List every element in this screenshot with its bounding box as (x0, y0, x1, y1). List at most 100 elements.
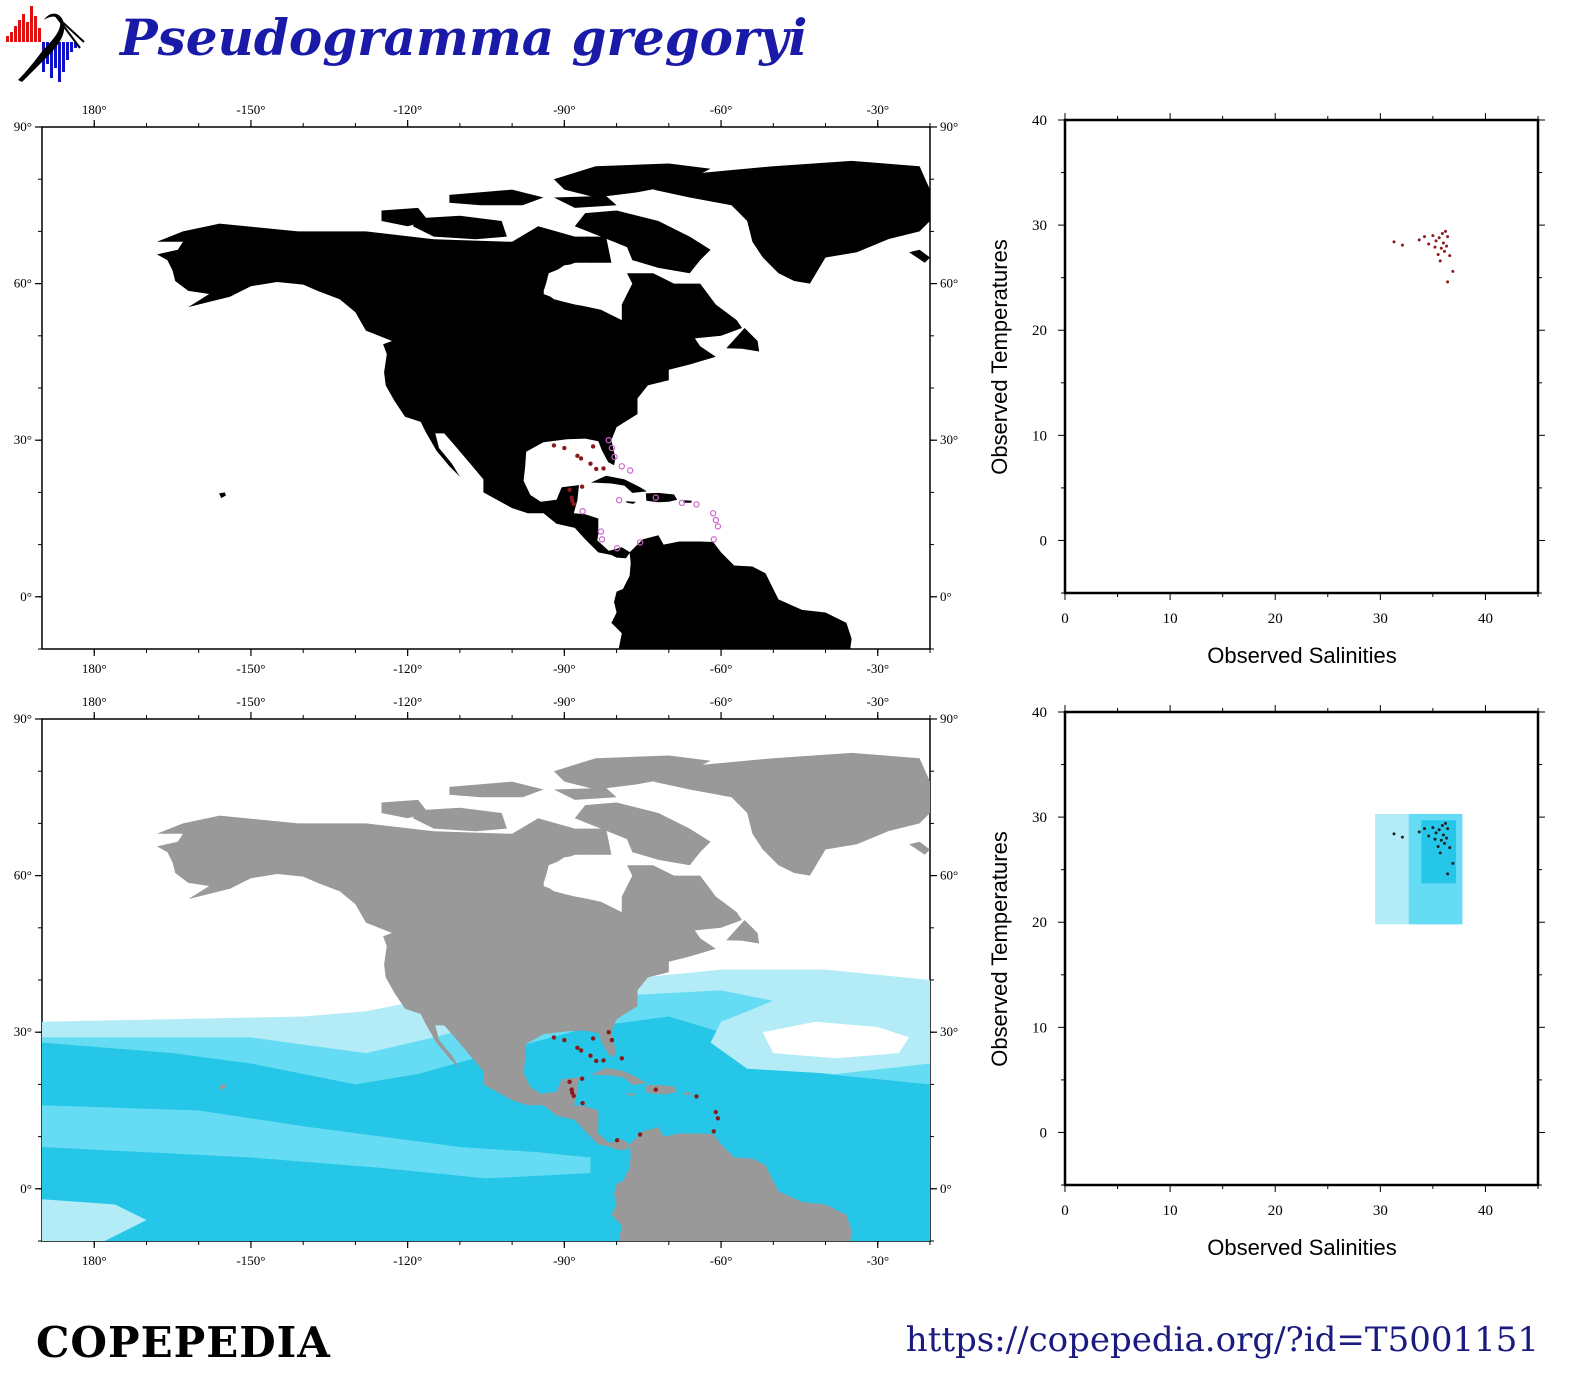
y-tick-label: 10 (1032, 428, 1047, 444)
land-icelandChunk (909, 249, 930, 263)
y-tick-label-left: 30° (14, 432, 32, 447)
ts-point (1392, 240, 1396, 244)
record-point-open (626, 467, 634, 474)
land-hudsonBay (543, 262, 627, 309)
record-point-open (616, 497, 623, 504)
x-tick-label-top: -60° (710, 102, 733, 117)
ts-point (1436, 845, 1440, 849)
land-mass (156, 752, 930, 1241)
ts-point (1441, 241, 1445, 245)
x-tick-label-top: 180° (82, 102, 107, 117)
record-point-open (611, 453, 618, 461)
land-northAmerica (156, 223, 742, 559)
y-tick-label-left: 60° (14, 276, 32, 291)
land-hawaii (219, 492, 226, 499)
ts-point (1433, 245, 1437, 249)
ts-point (1445, 836, 1449, 840)
ts-point (1446, 827, 1450, 831)
land-jamaica (625, 1093, 636, 1096)
y-tick-label-right: 60° (940, 868, 958, 883)
record-point (614, 1138, 620, 1143)
ts-point (1431, 234, 1435, 238)
plot-frame (1063, 710, 1540, 1187)
x-tick-label-top: 180° (82, 694, 107, 709)
ts-point (1431, 826, 1435, 830)
record-point (575, 1045, 580, 1051)
land-southAmerica (611, 535, 852, 649)
x-axis-label: Observed Salinities (1207, 1235, 1397, 1260)
ts-point (1444, 229, 1448, 233)
x-tick-label-bottom: -150° (236, 1253, 265, 1268)
x-tick-label-bottom: -90° (553, 1253, 576, 1268)
ts-point (1442, 841, 1446, 845)
y-tick-label-right: 90° (940, 711, 958, 726)
record-point (579, 1076, 585, 1081)
land-arcticMid (449, 189, 544, 206)
record-point-open (605, 437, 612, 444)
ts-diagram: 0 10 20 30 40 0 10 20 30 40 Observed Salinities O… (987, 113, 1545, 668)
land-puertoRico (683, 500, 692, 503)
habitat-band (42, 1105, 591, 1179)
ts-point (1439, 246, 1443, 250)
record-point (619, 1056, 625, 1061)
page-url-link[interactable]: https://copepedia.org/?id=T5001151 (905, 1320, 1539, 1360)
land-northAmerica (156, 815, 742, 1151)
x-tick-label-bottom: 180° (82, 661, 107, 676)
land-baffin (574, 802, 711, 866)
y-tick-label-left: 30° (14, 1024, 32, 1039)
land-southAmerica (611, 1127, 852, 1241)
ts-point (1448, 254, 1452, 258)
record-point-open (579, 507, 586, 515)
land-devon (553, 195, 617, 208)
y-tick-label-left: 90° (14, 711, 32, 726)
record-point-open (652, 494, 659, 501)
habitat-band (42, 1199, 147, 1241)
record-point-open (693, 501, 700, 508)
ts-point (1436, 253, 1440, 257)
ts-point (1451, 861, 1455, 865)
x-tick-label: 10 (1163, 611, 1178, 627)
map-axes: 180° 180° -150° -150° -120° -120° -90° -90° -60°… (14, 694, 958, 1268)
x-tick-label: 20 (1268, 611, 1283, 627)
record-point (601, 1058, 606, 1063)
land-ellesmere (553, 163, 711, 198)
record-point (713, 1109, 719, 1115)
record-point (590, 1036, 596, 1041)
y-axis-label: Observed Temperatures (987, 239, 1012, 475)
record-point-open (597, 528, 605, 535)
ts-point (1448, 846, 1452, 850)
land-arcticMid (449, 781, 544, 798)
record-point-open (636, 539, 644, 546)
land-devon (553, 787, 617, 800)
y-tick-label: 30 (1032, 218, 1047, 234)
land-ellesmere (553, 755, 711, 790)
record-point-open (678, 499, 686, 507)
ts-point (1434, 239, 1438, 243)
x-tick-label-top: -150° (236, 102, 265, 117)
record-point (562, 445, 567, 451)
x-tick-label-bottom: 180° (82, 1253, 107, 1268)
y-tick-label-right: 60° (940, 276, 958, 291)
land-banks (381, 207, 429, 227)
y-tick-label-right: 30° (940, 432, 958, 447)
x-tick-label-top: -30° (866, 694, 889, 709)
y-tick-label-right: 0° (940, 1181, 952, 1196)
ts-point (1433, 837, 1437, 841)
x-tick-label: 40 (1478, 611, 1493, 627)
record-point (653, 1087, 658, 1092)
record-point (711, 1129, 716, 1134)
y-tick-label: 20 (1032, 915, 1047, 931)
ts-point (1400, 243, 1404, 247)
brand-name: COPEPEDIA (36, 1318, 331, 1367)
ts-point (1427, 834, 1431, 838)
x-tick-label: 20 (1268, 1203, 1283, 1219)
x-tick-label-top: -60° (710, 694, 733, 709)
occurrence-map: 180° 180° -150° -150° -120° -120° -90° -90° -60°… (14, 102, 958, 676)
record-point (578, 456, 584, 461)
ts-point (1446, 280, 1450, 284)
x-tick-label-bottom: -30° (866, 1253, 889, 1268)
record-point (609, 1037, 615, 1043)
x-axis-label: Observed Salinities (1207, 643, 1397, 668)
record-point (590, 444, 596, 449)
ts-point (1446, 235, 1450, 239)
